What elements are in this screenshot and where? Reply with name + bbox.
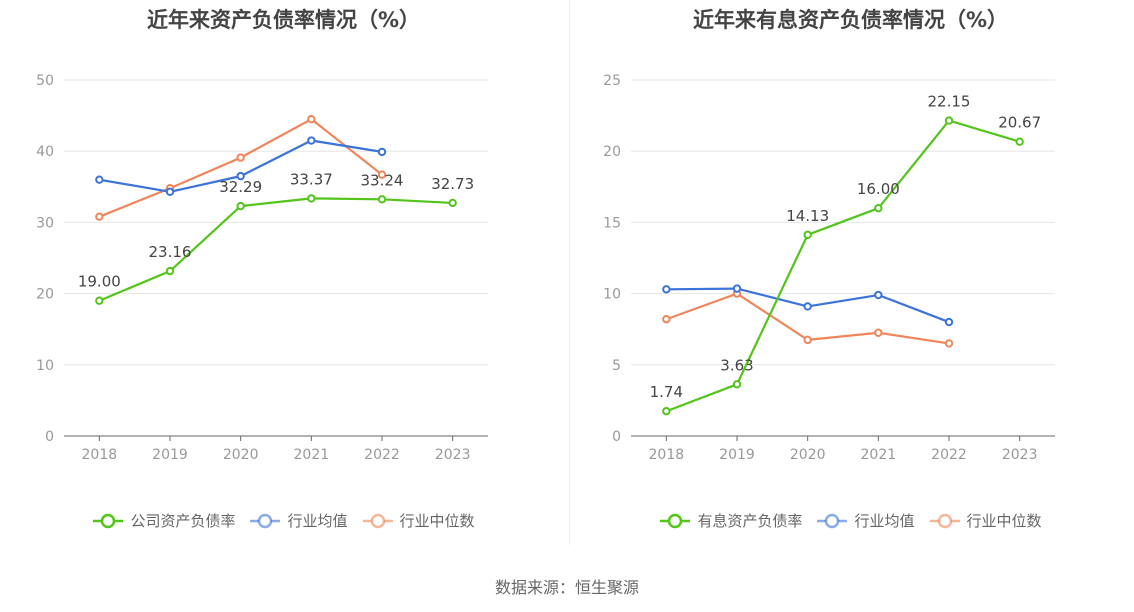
series-line <box>665 119 1020 413</box>
chart-title: 近年来有息资产负债率情况（%） <box>692 8 1009 32</box>
data-label: 33.24 <box>361 171 404 189</box>
y-tick-label: 0 <box>45 429 54 445</box>
legend-label: 有息资产负债率 <box>697 512 803 530</box>
data-label: 19.00 <box>78 273 121 291</box>
y-tick-label: 50 <box>36 73 54 89</box>
legend-label: 行业均值 <box>854 512 915 530</box>
y-tick-label: 40 <box>36 144 54 160</box>
data-point <box>377 147 387 157</box>
data-point <box>307 194 316 203</box>
legend-label: 公司资产负债率 <box>130 512 236 530</box>
legend-marker-icon <box>817 513 848 528</box>
line-chart-interest-bearing: 0 5 10 15 20 25 2018 2019 2020 2021 2022 2023 1.74 3.… <box>603 73 1055 463</box>
x-tick-label: 2020 <box>223 447 259 463</box>
legend-item[interactable]: 行业中位数 <box>362 510 475 531</box>
data-point <box>95 212 104 221</box>
data-point <box>874 328 883 337</box>
data-label: 23.16 <box>149 243 192 261</box>
data-point <box>95 175 104 184</box>
data-label: 16.00 <box>857 180 900 198</box>
legend-marker-icon <box>250 513 281 528</box>
y-tick-label: 20 <box>36 287 54 303</box>
data-point <box>732 284 742 293</box>
data-point <box>803 302 812 311</box>
x-tick-label: 2022 <box>364 447 400 463</box>
legend-marker-icon <box>660 513 691 528</box>
x-tick-label: 2019 <box>152 447 188 463</box>
data-point <box>874 290 883 300</box>
data-point <box>165 187 175 196</box>
chart-panel-asset-liability: 近年来资产负债率情况（%） 0 10 20 30 40 50 2018 2019 2020 202… <box>0 0 567 560</box>
x-tick-label: 2023 <box>435 447 471 463</box>
x-tick-label: 2023 <box>1002 447 1038 463</box>
data-point <box>662 315 671 324</box>
data-label: 32.29 <box>219 178 262 196</box>
data-point <box>874 203 883 213</box>
data-point <box>307 114 316 124</box>
y-tick-label: 15 <box>603 215 621 231</box>
data-point <box>662 407 671 416</box>
data-point <box>944 116 954 125</box>
y-tick-label: 10 <box>603 287 621 303</box>
legend-item[interactable]: 行业中位数 <box>929 510 1042 531</box>
legend-label: 行业中位数 <box>966 512 1042 530</box>
data-point <box>307 136 316 145</box>
chart-legend: 有息资产负债率 行业均值 行业中位数 <box>567 510 1134 531</box>
panel-divider <box>569 0 570 545</box>
data-point <box>377 195 387 204</box>
y-tick-label: 10 <box>36 358 54 374</box>
x-tick-label: 2021 <box>861 447 897 463</box>
legend-label: 行业均值 <box>287 512 348 530</box>
data-label: 20.67 <box>998 114 1041 132</box>
x-tick-label: 2021 <box>294 447 330 463</box>
y-tick-label: 20 <box>603 144 621 160</box>
data-point <box>1015 137 1024 146</box>
x-tick-label: 2018 <box>649 447 685 463</box>
legend-marker-icon <box>929 513 960 528</box>
data-point <box>236 201 245 211</box>
legend-label: 行业中位数 <box>399 512 475 530</box>
data-point <box>944 317 954 327</box>
legend-marker-icon <box>93 513 124 528</box>
data-label: 14.13 <box>786 207 829 225</box>
data-label: 22.15 <box>928 93 971 111</box>
legend-item[interactable]: 公司资产负债率 <box>92 510 235 531</box>
legend-item[interactable]: 行业均值 <box>249 510 348 531</box>
data-label: 3.63 <box>720 356 753 374</box>
legend-item[interactable]: 有息资产负债率 <box>659 510 802 531</box>
chart-legend: 公司资产负债率 行业均值 行业中位数 <box>0 510 567 531</box>
series-line <box>98 197 453 302</box>
x-tick-label: 2019 <box>719 447 755 463</box>
chart-panel-interest-bearing: 近年来有息资产负债率情况（%） 0 5 10 15 20 25 2018 2019 2020 20… <box>567 0 1134 560</box>
data-point <box>662 285 671 294</box>
x-tick-label: 2022 <box>931 447 967 463</box>
data-point <box>236 171 245 181</box>
data-label: 1.74 <box>650 383 683 401</box>
data-point <box>944 339 954 348</box>
data-point <box>377 170 387 179</box>
line-chart-asset-liability: 0 10 20 30 40 50 2018 2019 2020 2021 2022 2023 19.00… <box>36 73 488 463</box>
chart-title: 近年来资产负债率情况（%） <box>146 8 421 32</box>
legend-item[interactable]: 行业均值 <box>816 510 915 531</box>
data-point <box>732 380 742 389</box>
data-point <box>448 198 457 208</box>
y-tick-label: 0 <box>612 429 621 445</box>
y-tick-label: 30 <box>36 215 54 231</box>
data-source-note: 数据来源：恒生聚源 <box>494 578 639 597</box>
y-tick-label: 5 <box>612 358 621 374</box>
x-tick-label: 2020 <box>790 447 826 463</box>
data-point <box>236 153 245 162</box>
data-point <box>95 296 104 305</box>
data-point <box>803 335 812 345</box>
legend-marker-icon <box>362 513 393 528</box>
data-point <box>803 230 812 239</box>
data-point <box>165 266 175 276</box>
data-label: 32.73 <box>431 175 474 193</box>
x-tick-label: 2018 <box>82 447 118 463</box>
data-label: 33.37 <box>290 170 333 188</box>
y-tick-label: 25 <box>603 73 621 89</box>
